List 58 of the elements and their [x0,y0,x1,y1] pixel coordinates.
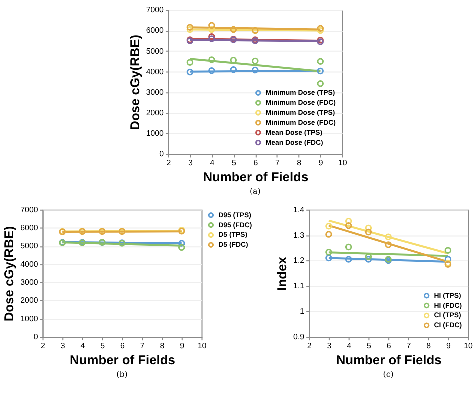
y-tick-label: 0 [160,150,165,159]
y-axis-title: Dose cGy(RBE) [2,226,17,322]
y-tick-label: 1.2 [294,256,306,266]
x-tick-label: 4 [210,158,216,168]
x-tick-label: 6 [254,158,259,168]
y-tick-label: 3000 [20,278,39,288]
x-tick-label: 3 [327,342,332,351]
x-tick-label: 4 [80,342,86,351]
x-tick-label: 5 [100,342,106,351]
x-tick-label: 9 [180,342,186,351]
x-tick-label: 10 [198,342,208,351]
y-tick-label: 5000 [20,242,39,251]
y-tick-label: 4000 [146,67,165,76]
y-tick-label: 2000 [146,108,165,118]
x-tick-label: 7 [406,342,412,351]
x-tick-label: 8 [160,342,166,351]
x-axis-title: Number of Fields [203,170,309,185]
x-tick-label: 9 [446,342,452,351]
y-tick-label: 3000 [146,88,165,97]
y-tick-label: 6000 [20,224,39,233]
x-tick-label: 4 [347,342,352,351]
x-tick-label: 3 [188,158,194,168]
x-tick-label: 6 [120,342,126,351]
y-axis-title: Index [274,256,290,291]
x-tick-label: 3 [60,342,66,351]
y-tick-label: 1000 [20,314,39,324]
x-tick-label: 10 [338,158,348,168]
y-tick-label: 2000 [20,296,39,306]
y-tick-label: 0.9 [294,332,306,342]
y-tick-label: 6000 [146,26,165,36]
y-tick-label: 7000 [146,6,165,15]
y-tick-label: 0 [34,332,39,342]
y-tick-label: 5000 [146,46,165,56]
x-tick-label: 9 [318,158,324,168]
x-axis-title: Number of Fields [336,352,442,368]
y-tick-label: 7000 [20,205,39,214]
x-tick-label: 5 [232,158,237,168]
y-tick-label: 1.3 [294,230,306,240]
y-tick-label: 1.4 [294,205,306,214]
x-tick-label: 2 [41,342,46,351]
x-tick-label: 5 [366,342,372,351]
x-tick-label: 2 [307,342,312,351]
x-tick-label: 8 [426,342,432,351]
text: (b) [116,370,128,379]
y-tick-label: 1 [300,307,306,316]
y-tick-label: 4000 [20,260,39,269]
y-axis-title: Dose cGy(RBE) [127,34,142,130]
x-tick-label: 8 [297,158,302,168]
x-tick-label: 2 [166,158,172,168]
x-tick-label: 7 [275,158,280,168]
x-tick-label: 6 [386,342,392,351]
x-tick-label: 7 [140,342,146,351]
text: (c) [383,370,394,379]
x-axis-title: Number of Fields [70,352,176,368]
text: (a) [250,186,261,196]
x-tick-label: 10 [464,342,474,351]
y-tick-label: 1000 [146,129,165,138]
y-tick-label: 1.1 [294,282,306,291]
